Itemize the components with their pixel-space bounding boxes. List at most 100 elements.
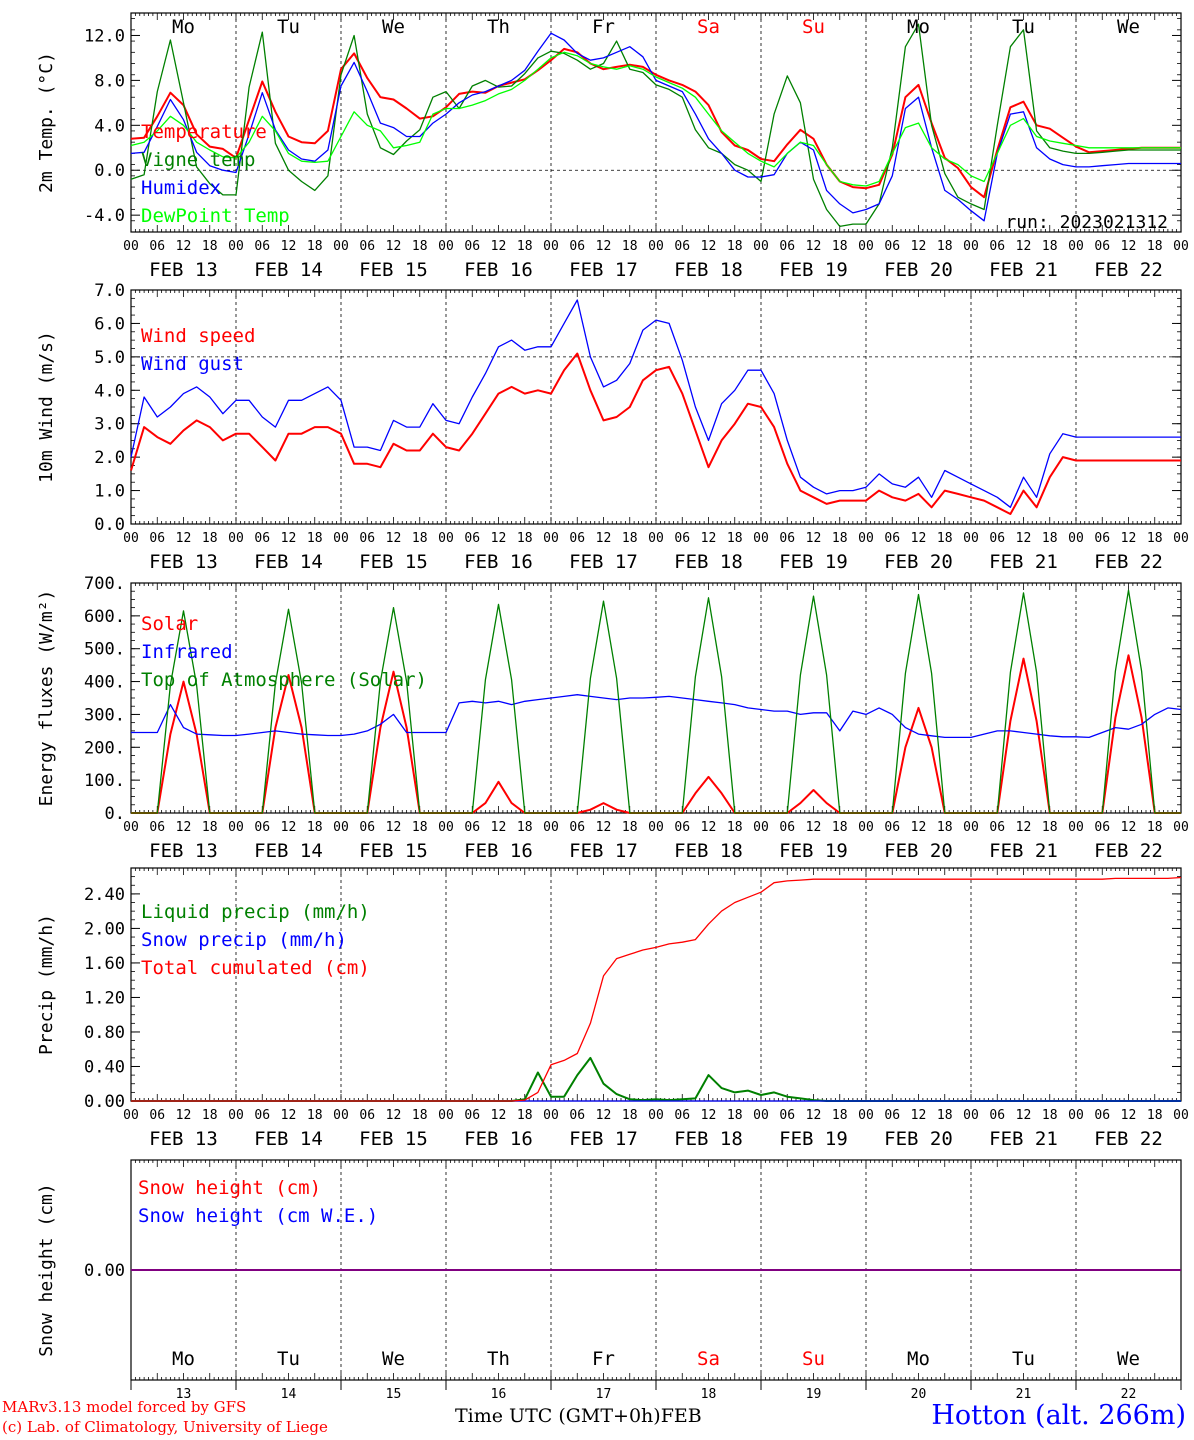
weekday-row-bottom: Mo 13 Tu 14 We 15 Th 16 Fr 17 Sa 18 Su 19 Mo 20 Tu 21 We 22 <box>130 1348 1182 1402</box>
y-tick-label: 200. <box>84 738 125 758</box>
day-number: 18 <box>701 1387 717 1402</box>
hour-tick-label: 00 <box>648 531 664 546</box>
weekday-label: Fr <box>592 1348 615 1370</box>
time-axis-label: Time UTC (GMT+0h)FEB <box>455 1405 702 1427</box>
hour-tick-label: 06 <box>359 1108 375 1123</box>
hour-tick-label: 06 <box>989 239 1005 254</box>
date-label: FEB 17 <box>569 840 638 862</box>
date-label: FEB 13 <box>149 1128 218 1150</box>
hour-tick-label: 00 <box>228 531 244 546</box>
hour-tick-label: 18 <box>937 1108 953 1123</box>
date-label: FEB 21 <box>989 1128 1058 1150</box>
hour-tick-label: 06 <box>254 1108 270 1123</box>
hour-tick-label: 06 <box>884 531 900 546</box>
day-number: 16 <box>491 1387 507 1402</box>
date-label: FEB 17 <box>569 259 638 281</box>
day-number: 13 <box>176 1387 192 1402</box>
hour-tick-label: 18 <box>1042 820 1058 835</box>
date-label: FEB 18 <box>674 1128 743 1150</box>
series-line-wind-speed <box>130 352 1181 515</box>
y-tick-label: 6.0 <box>94 314 125 334</box>
hour-tick-label: 18 <box>202 239 218 254</box>
y-axis-title: Precip (mm/h) <box>36 914 57 1055</box>
hour-tick-label: 12 <box>806 239 822 254</box>
date-label: FEB 17 <box>569 1128 638 1150</box>
legend-entry: Wind gust <box>141 353 244 375</box>
date-label: FEB 21 <box>989 840 1058 862</box>
weekday-label: Tu <box>1012 16 1035 38</box>
hour-tick-label: 00 <box>648 1108 664 1123</box>
hour-tick-label: 12 <box>281 531 297 546</box>
hour-tick-label: 00 <box>963 531 979 546</box>
legend-entry: Temperature <box>141 121 267 143</box>
hour-tick-label: 00 <box>543 239 559 254</box>
hour-tick-label: 12 <box>1016 239 1032 254</box>
y-tick-label: 0.40 <box>84 1057 125 1077</box>
legend-entry: Humidex <box>141 177 221 199</box>
series-line-infrared <box>131 694 1182 739</box>
series-line-total-cumulated-cm- <box>131 876 1182 1102</box>
hour-tick-label: 00 <box>333 1108 349 1123</box>
hour-tick-label: 12 <box>386 820 402 835</box>
hour-tick-label: 12 <box>491 1108 507 1123</box>
hour-tick-label: 06 <box>359 239 375 254</box>
hour-tick-label: 12 <box>911 239 927 254</box>
hour-tick-label: 18 <box>832 531 848 546</box>
day-number: 20 <box>911 1387 927 1402</box>
hour-tick-label: 18 <box>307 239 323 254</box>
y-tick-label: 100. <box>84 771 125 791</box>
hour-tick-label: 06 <box>779 1108 795 1123</box>
hour-tick-label: 06 <box>254 820 270 835</box>
hour-tick-label: 06 <box>464 820 480 835</box>
date-label: FEB 15 <box>359 551 428 573</box>
y-axis-title: Energy fluxes (W/m²) <box>36 590 57 807</box>
y-tick-label: 1.0 <box>94 482 125 502</box>
weekday-label: We <box>382 16 405 38</box>
hour-tick-label: 18 <box>517 1108 533 1123</box>
hour-tick-label: 00 <box>1173 1108 1189 1123</box>
hour-tick-label: 12 <box>701 820 717 835</box>
hour-tick-label: 18 <box>307 820 323 835</box>
date-label: FEB 15 <box>359 259 428 281</box>
day-number: 14 <box>281 1387 297 1402</box>
hour-tick-label: 06 <box>779 820 795 835</box>
hour-tick-label: 00 <box>123 239 139 254</box>
hour-tick-label: 18 <box>937 820 953 835</box>
date-label: FEB 14 <box>254 1128 323 1150</box>
chart-panel-2: 0.0 1.0 2.0 3.0 4.0 5.0 6.0 7.0 10m Wind (m/s) Wi… <box>36 281 1189 573</box>
hour-tick-label: 18 <box>622 1108 638 1123</box>
hour-tick-label: 18 <box>1147 820 1163 835</box>
series-line-top-of-atmosphere-solar- <box>131 589 1181 814</box>
weekday-label: Mo <box>172 1348 195 1370</box>
hour-tick-label: 06 <box>464 239 480 254</box>
legend-entry: Snow precip (mm/h) <box>141 929 347 951</box>
hour-tick-label: 12 <box>281 820 297 835</box>
hour-tick-label: 18 <box>1147 239 1163 254</box>
date-label: FEB 16 <box>464 259 533 281</box>
y-tick-label: 0.80 <box>84 1023 125 1043</box>
hour-tick-label: 12 <box>1016 1108 1032 1123</box>
hour-tick-label: 06 <box>464 1108 480 1123</box>
date-label: FEB 21 <box>989 259 1058 281</box>
hour-tick-label: 00 <box>438 1108 454 1123</box>
hour-tick-label: 00 <box>753 1108 769 1123</box>
series-line-temperature <box>130 47 1181 199</box>
hour-tick-label: 06 <box>884 1108 900 1123</box>
hour-tick-label: 06 <box>1094 239 1110 254</box>
date-label: FEB 14 <box>254 840 323 862</box>
hour-tick-label: 00 <box>1068 531 1084 546</box>
hour-tick-label: 12 <box>1016 820 1032 835</box>
hour-tick-label: 18 <box>517 239 533 254</box>
legend-entry: Top of Atmosphere (Solar) <box>141 669 427 691</box>
hour-tick-label: 06 <box>674 1108 690 1123</box>
hour-tick-label: 18 <box>832 239 848 254</box>
date-label: FEB 13 <box>149 259 218 281</box>
date-label: FEB 19 <box>779 1128 848 1150</box>
date-label: FEB 17 <box>569 551 638 573</box>
hour-tick-label: 06 <box>779 239 795 254</box>
y-tick-label: 500. <box>84 640 125 660</box>
chart-panel-4: 0.00 0.40 0.80 1.20 1.60 2.00 2.40 Precip (mm/h… <box>36 867 1189 1150</box>
hour-tick-label: 06 <box>254 239 270 254</box>
hour-tick-label: 06 <box>464 531 480 546</box>
